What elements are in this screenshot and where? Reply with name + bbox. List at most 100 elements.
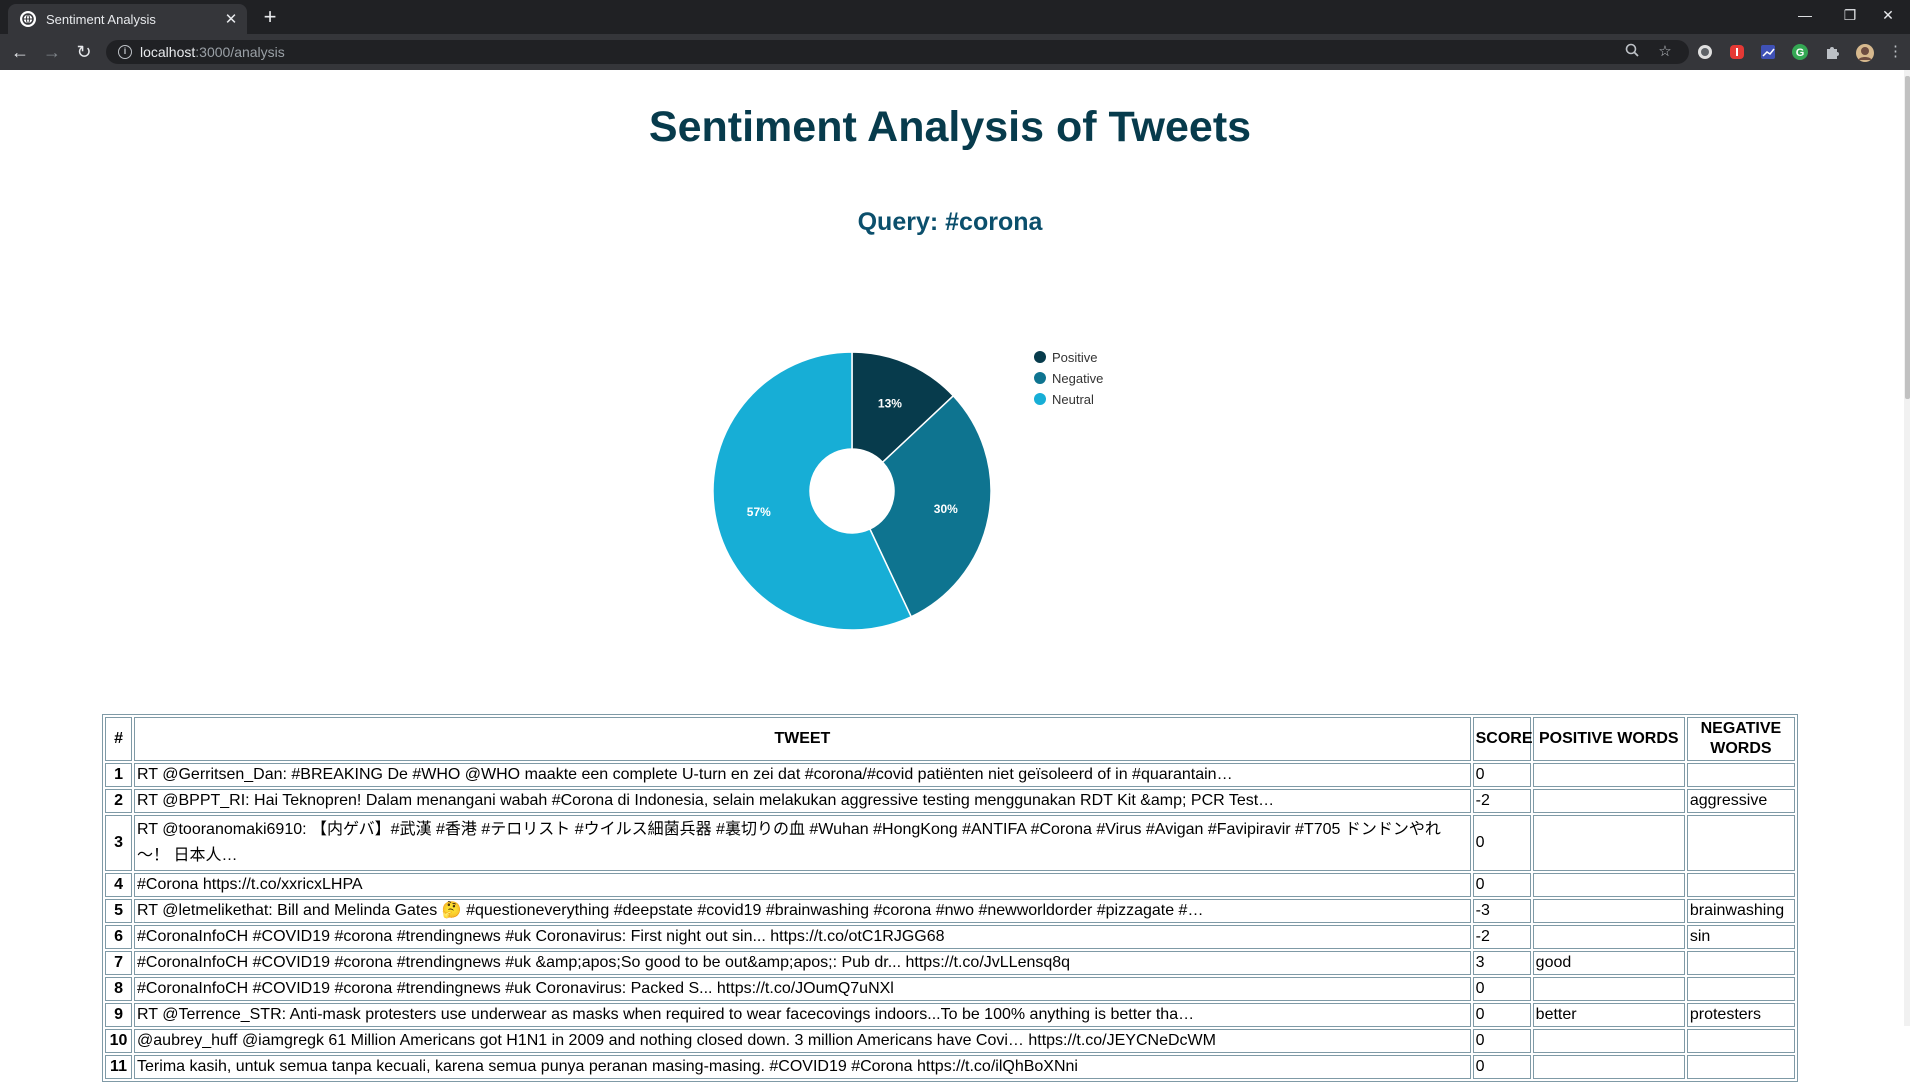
legend-marker-positive[interactable] [1034,351,1046,363]
score-cell: 0 [1472,815,1531,871]
positive-words-cell [1532,1029,1685,1053]
tweet-text: RT @Gerritsen_Dan: #BREAKING De #WHO @WH… [137,766,1233,783]
tweets-table: # TWEET SCORE POSITIVE WORDS NEGATIVE WO… [102,714,1798,1082]
row-number: 2 [105,789,133,813]
browser-menu-icon[interactable]: ⋮ [1888,43,1903,60]
table-row: 5 RT @letmelikethat: Bill and Melinda Gat… [105,899,1795,923]
site-info-icon[interactable]: i [118,45,132,59]
negative-words-cell [1686,815,1795,871]
zoom-icon[interactable] [1623,43,1641,61]
positive-words-cell [1532,925,1685,949]
pie-slice-positive [851,351,955,464]
row-number: 10 [105,1029,133,1053]
tweet-text: #CoronaInfoCH #COVID19 #corona #trending… [137,928,945,945]
reload-button[interactable]: ↻ [76,42,92,62]
slice-label-neutral: 57% [747,505,771,519]
page-scrollbar[interactable] [1904,70,1910,1026]
back-button[interactable]: ← [11,42,29,62]
positive-words-cell [1532,789,1685,813]
negative-words-cell [1686,1029,1795,1053]
tweet-cell: RT @letmelikethat: Bill and Melinda Gate… [134,899,1471,923]
tweet-cell: Terima kasih, untuk semua tanpa kecuali,… [134,1055,1471,1079]
tweet-cell: RT @Terrence_STR: Anti-mask protesters u… [134,1003,1471,1027]
url-text[interactable]: localhost:3000/analysis [140,44,285,60]
score-cell: 0 [1472,1003,1531,1027]
address-bar[interactable] [106,40,1689,64]
tweet-text: Terima kasih, untuk semua tanpa kecuali,… [137,1058,1078,1075]
extension-red-icon[interactable] [1728,43,1746,61]
tab-strip: Sentiment Analysis ✕ + — ❐ ✕ [0,0,1910,34]
close-window-button[interactable]: ✕ [1882,6,1894,23]
svg-text:G: G [1796,47,1805,59]
score-cell: 0 [1472,1029,1531,1053]
table-row: 2 RT @BPPT_RI: Hai Teknopren! Dalam menan… [105,789,1795,813]
tweet-cell: #Corona https://t.co/xxricxLHPA [134,873,1471,897]
table-row: 4 #Corona https://t.co/xxricxLHPA 0 [105,873,1795,897]
tweet-text: RT @Terrence_STR: Anti-mask protesters u… [137,1006,1195,1023]
scrollbar-thumb[interactable] [1905,76,1910,399]
table-header-row: # TWEET SCORE POSITIVE WORDS NEGATIVE WO… [105,717,1795,761]
table-row: 6 #CoronaInfoCH #COVID19 #corona #trendin… [105,925,1795,949]
browser-tab[interactable]: Sentiment Analysis ✕ [8,4,247,34]
extension-grammarly-icon[interactable]: G [1791,43,1809,61]
negative-words-cell: protesters [1686,1003,1795,1027]
table-row: 9 RT @Terrence_STR: Anti-mask protesters … [105,1003,1795,1027]
sentiment-donut-chart: 13% 30% 57% Positive Negative Neutral [712,350,1103,631]
score-cell: -2 [1472,789,1531,813]
positive-words-cell [1532,763,1685,787]
tweet-text: RT @letmelikethat: Bill and Melinda Gate… [137,902,1204,919]
slice-label-positive: 13% [878,396,902,410]
tweet-text: #CoronaInfoCH #COVID19 #corona #trending… [137,954,1071,971]
forward-button[interactable]: → [43,42,61,62]
tweet-cell: RT @Gerritsen_Dan: #BREAKING De #WHO @WH… [134,763,1471,787]
tweet-text: #Corona https://t.co/xxricxLHPA [137,876,363,893]
legend-marker-neutral[interactable] [1034,393,1046,405]
score-cell: -2 [1472,925,1531,949]
tweet-text: @aubrey_huff @iamgregk 61 Million Americ… [137,1032,1216,1049]
row-number: 9 [105,1003,133,1027]
table-row: 11 Terima kasih, untuk semua tanpa kecual… [105,1055,1795,1079]
negative-words-cell: aggressive [1686,789,1795,813]
tweet-cell: #CoronaInfoCH #COVID19 #corona #trending… [134,951,1471,975]
positive-words-cell: good [1532,951,1685,975]
query-title: Query: #corona [857,208,1043,236]
column-header-negative-words: NEGATIVE WORDS [1686,717,1795,761]
extension-record-icon[interactable] [1696,43,1714,61]
score-cell: 0 [1472,873,1531,897]
profile-avatar[interactable] [1855,43,1874,62]
tweet-cell: #CoronaInfoCH #COVID19 #corona #trending… [134,925,1471,949]
negative-words-cell [1686,951,1795,975]
table-row: 7 #CoronaInfoCH #COVID19 #corona #trendin… [105,951,1795,975]
new-tab-button[interactable]: + [263,4,277,29]
legend-label-positive[interactable]: Positive [1052,350,1098,365]
pie-slice-neutral [712,351,913,631]
tweet-cell: RT @tooranomaki6910: 【内ゲバ】#武漢 #香港 #テロリスト… [134,815,1471,871]
extension-chart-icon[interactable] [1759,43,1777,61]
slice-label-negative: 30% [934,502,958,516]
row-number: 5 [105,899,133,923]
score-cell: 3 [1472,951,1531,975]
bookmark-star-icon[interactable]: ☆ [1658,43,1672,60]
table-row: 10 @aubrey_huff @iamgregk 61 Million Amer… [105,1029,1795,1053]
minimize-button[interactable]: — [1798,7,1812,23]
positive-words-cell [1532,815,1685,871]
score-cell: 0 [1472,977,1531,1001]
negative-words-cell [1686,763,1795,787]
table-row: 3 RT @tooranomaki6910: 【内ゲバ】#武漢 #香港 #テロリス… [105,815,1795,871]
tab-close-icon[interactable]: ✕ [224,11,238,28]
table-row: 8 #CoronaInfoCH #COVID19 #corona #trendin… [105,977,1795,1001]
negative-words-cell [1686,873,1795,897]
table-row: 1 RT @Gerritsen_Dan: #BREAKING De #WHO @W… [105,763,1795,787]
globe-icon [20,11,36,27]
negative-words-cell: brainwashing [1686,899,1795,923]
legend-marker-negative[interactable] [1034,372,1046,384]
url-host: localhost [140,44,196,60]
negative-words-cell [1686,1055,1795,1079]
restore-button[interactable]: ❐ [1843,6,1857,23]
score-cell: 0 [1472,1055,1531,1079]
extensions-puzzle-icon[interactable] [1823,43,1841,61]
row-number: 11 [105,1055,133,1079]
legend-label-negative[interactable]: Negative [1052,371,1103,386]
positive-words-cell [1532,899,1685,923]
legend-label-neutral[interactable]: Neutral [1052,392,1094,407]
